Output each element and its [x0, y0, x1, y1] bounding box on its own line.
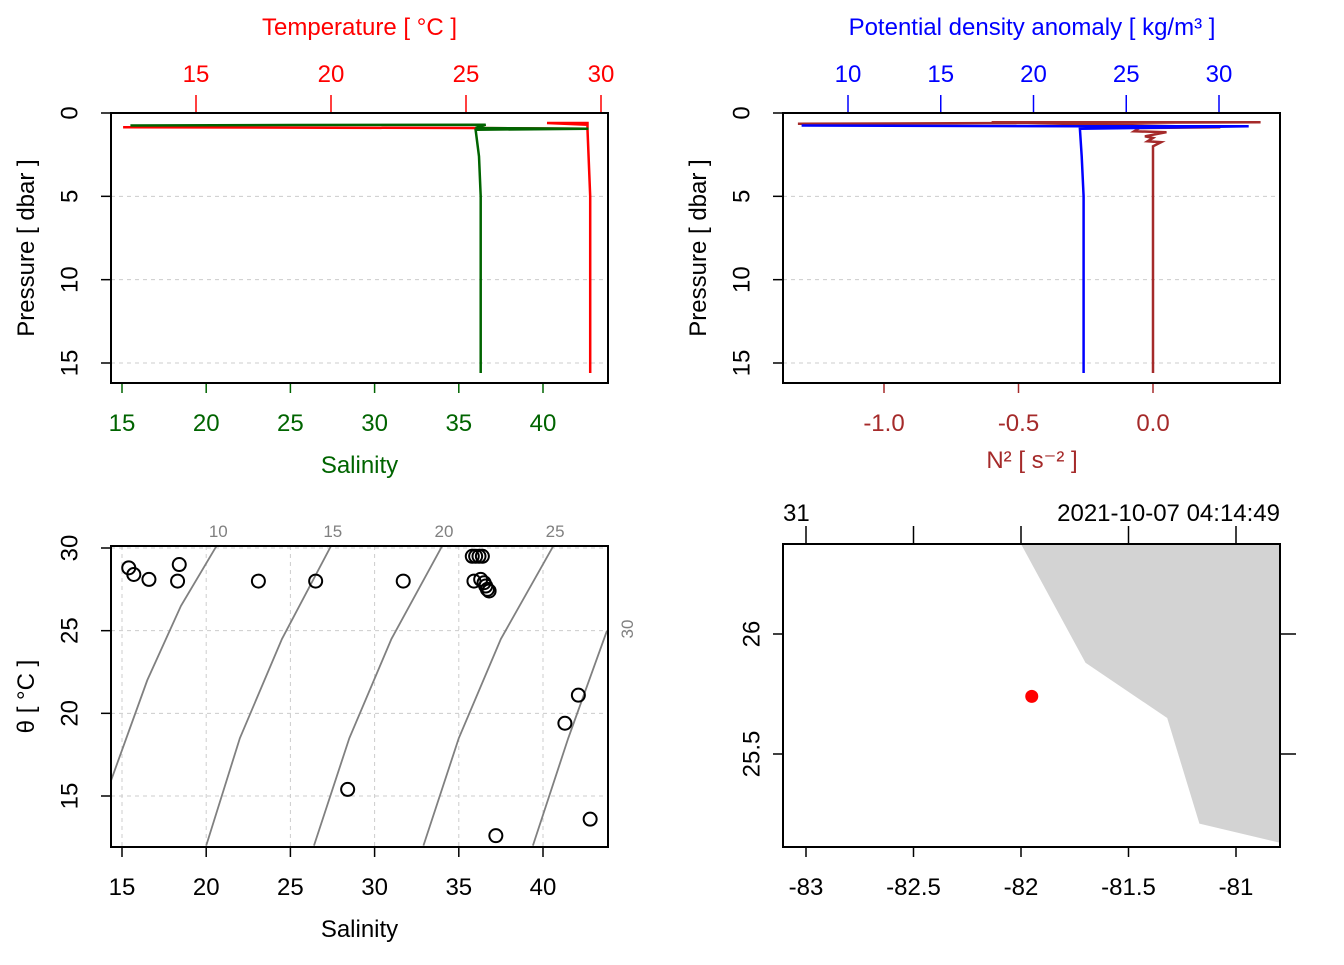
x-tick-label-density: 20 — [1020, 61, 1047, 88]
isopycnal-line — [422, 546, 554, 846]
station-time-label: 2021-10-07 04:14:49 — [1057, 500, 1280, 527]
plot-frame — [782, 112, 1281, 384]
data-point — [171, 557, 187, 573]
y-tick-label: 0 — [728, 106, 755, 119]
y-tick-label: 30 — [56, 535, 83, 562]
x-tick-label-temperature: 20 — [318, 61, 345, 88]
y-tick-label: 15 — [56, 350, 83, 377]
x-tick-label: 30 — [361, 874, 388, 901]
plot-frame — [110, 112, 609, 384]
x-tick-label-salinity: 35 — [445, 410, 472, 437]
plot-frame — [110, 545, 609, 848]
salinity-line — [130, 123, 589, 373]
isopycnal-label: 10 — [209, 522, 228, 541]
x-tick-label-temperature: 30 — [588, 61, 615, 88]
x-axis-title-salinity: Salinity — [321, 452, 398, 479]
isopycnal-label: 30 — [618, 620, 637, 639]
y-tick-label: 10 — [56, 266, 83, 293]
x-tick-label-density: 30 — [1206, 61, 1233, 88]
x-tick-label-n2: 0.0 — [1136, 410, 1169, 437]
y-tick-label: 5 — [56, 190, 83, 203]
y-tick-label: 15 — [56, 783, 83, 810]
x-tick-label-salinity: 15 — [109, 410, 136, 437]
data-point — [126, 566, 142, 582]
panel-station-map: -83 -82.5 -82 -81.5 -81 25.5 26 31 2021-10-07 04… — [738, 500, 1296, 901]
y-tick-label: 25 — [56, 617, 83, 644]
x-tick-label-density: 10 — [835, 61, 862, 88]
x-tick-label: 15 — [109, 874, 136, 901]
land-polygon — [1021, 544, 1280, 843]
x-tick-label-salinity: 20 — [193, 410, 220, 437]
panel-density-n2-profile: 0 5 10 15 Pressure [ dbar ] 10 15 20 25 30 Potenti… — [685, 14, 1280, 474]
n2-line — [797, 120, 1261, 373]
x-tick-label-n2: -0.5 — [998, 410, 1039, 437]
station-marker — [1025, 689, 1039, 703]
data-point — [308, 573, 324, 589]
x-tick-label-density: 25 — [1113, 61, 1140, 88]
y-axis-title: Pressure [ dbar ] — [13, 159, 40, 336]
y-tick-label: 5 — [728, 190, 755, 203]
data-point — [250, 573, 266, 589]
x-tick-label: 20 — [193, 874, 220, 901]
x-tick-label-salinity: 25 — [277, 410, 304, 437]
lat-tick-label: 25.5 — [738, 731, 765, 778]
x-axis-title-n2: N² [ s⁻² ] — [986, 447, 1077, 474]
x-axis-title-temperature: Temperature [ °C ] — [262, 14, 457, 41]
x-tick-label-salinity: 40 — [530, 410, 557, 437]
data-point — [141, 571, 157, 587]
lon-tick-label: -81.5 — [1101, 874, 1156, 901]
x-tick-label-n2: -1.0 — [863, 410, 904, 437]
temperature-line — [123, 121, 592, 373]
x-axis-title: Salinity — [321, 916, 398, 943]
x-tick-label-density: 15 — [927, 61, 954, 88]
x-tick-label: 25 — [277, 874, 304, 901]
data-point — [582, 811, 598, 827]
y-tick-label: 10 — [728, 266, 755, 293]
x-tick-label-salinity: 30 — [361, 410, 388, 437]
isopycnal-label: 15 — [323, 522, 342, 541]
y-tick-label: 15 — [728, 350, 755, 377]
x-tick-label-temperature: 25 — [453, 61, 480, 88]
x-tick-label: 35 — [445, 874, 472, 901]
data-point — [557, 715, 573, 731]
x-tick-label-temperature: 15 — [183, 61, 210, 88]
density-line — [801, 124, 1249, 373]
x-axis-title-density: Potential density anomaly [ kg/m³ ] — [849, 14, 1216, 41]
data-point — [170, 573, 186, 589]
plot-frame — [782, 543, 1281, 848]
lon-tick-label: -81 — [1219, 874, 1254, 901]
x-tick-label: 40 — [530, 874, 557, 901]
isopycnal-line — [313, 546, 443, 846]
data-point — [479, 581, 495, 597]
data-point — [481, 583, 497, 599]
y-tick-label: 0 — [56, 106, 83, 119]
isopycnal-line — [205, 546, 332, 846]
isopycnal-line — [532, 630, 608, 846]
isopycnal-group — [111, 546, 608, 846]
isopycnal-line — [111, 546, 218, 784]
lon-tick-label: -82 — [1004, 874, 1039, 901]
lon-tick-label: -82.5 — [886, 874, 941, 901]
y-tick-label: 20 — [56, 700, 83, 727]
lat-tick-label: 26 — [738, 621, 765, 648]
data-point — [474, 548, 490, 564]
lon-tick-label: -83 — [789, 874, 824, 901]
panel-ts-diagram: 10 15 20 25 30 15 20 25 30 35 40 Salinity 15 20 25 30 θ … — [13, 522, 637, 943]
panel-temperature-salinity-profile: 0 5 10 15 Pressure [ dbar ] 15 20 25 30 35 40 Salin… — [13, 14, 614, 479]
isopycnal-label: 20 — [434, 522, 453, 541]
data-point — [395, 573, 411, 589]
y-axis-title: θ [ °C ] — [13, 660, 40, 734]
data-point — [488, 828, 504, 844]
station-number-label: 31 — [783, 500, 810, 527]
data-point — [340, 781, 356, 797]
data-point — [570, 687, 586, 703]
isopycnal-label: 25 — [546, 522, 565, 541]
y-axis-title: Pressure [ dbar ] — [685, 159, 712, 336]
